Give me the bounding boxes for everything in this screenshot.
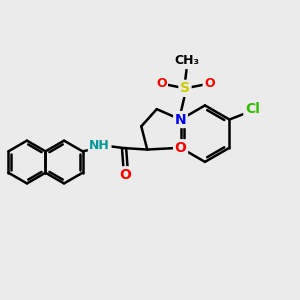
- Text: O: O: [156, 77, 166, 90]
- Text: NH: NH: [89, 139, 110, 152]
- Text: CH₃: CH₃: [175, 55, 200, 68]
- Text: O: O: [120, 168, 131, 182]
- Text: O: O: [204, 77, 215, 90]
- Text: N: N: [175, 112, 186, 127]
- Text: O: O: [175, 141, 187, 155]
- Text: S: S: [180, 81, 190, 95]
- Text: Cl: Cl: [245, 102, 260, 116]
